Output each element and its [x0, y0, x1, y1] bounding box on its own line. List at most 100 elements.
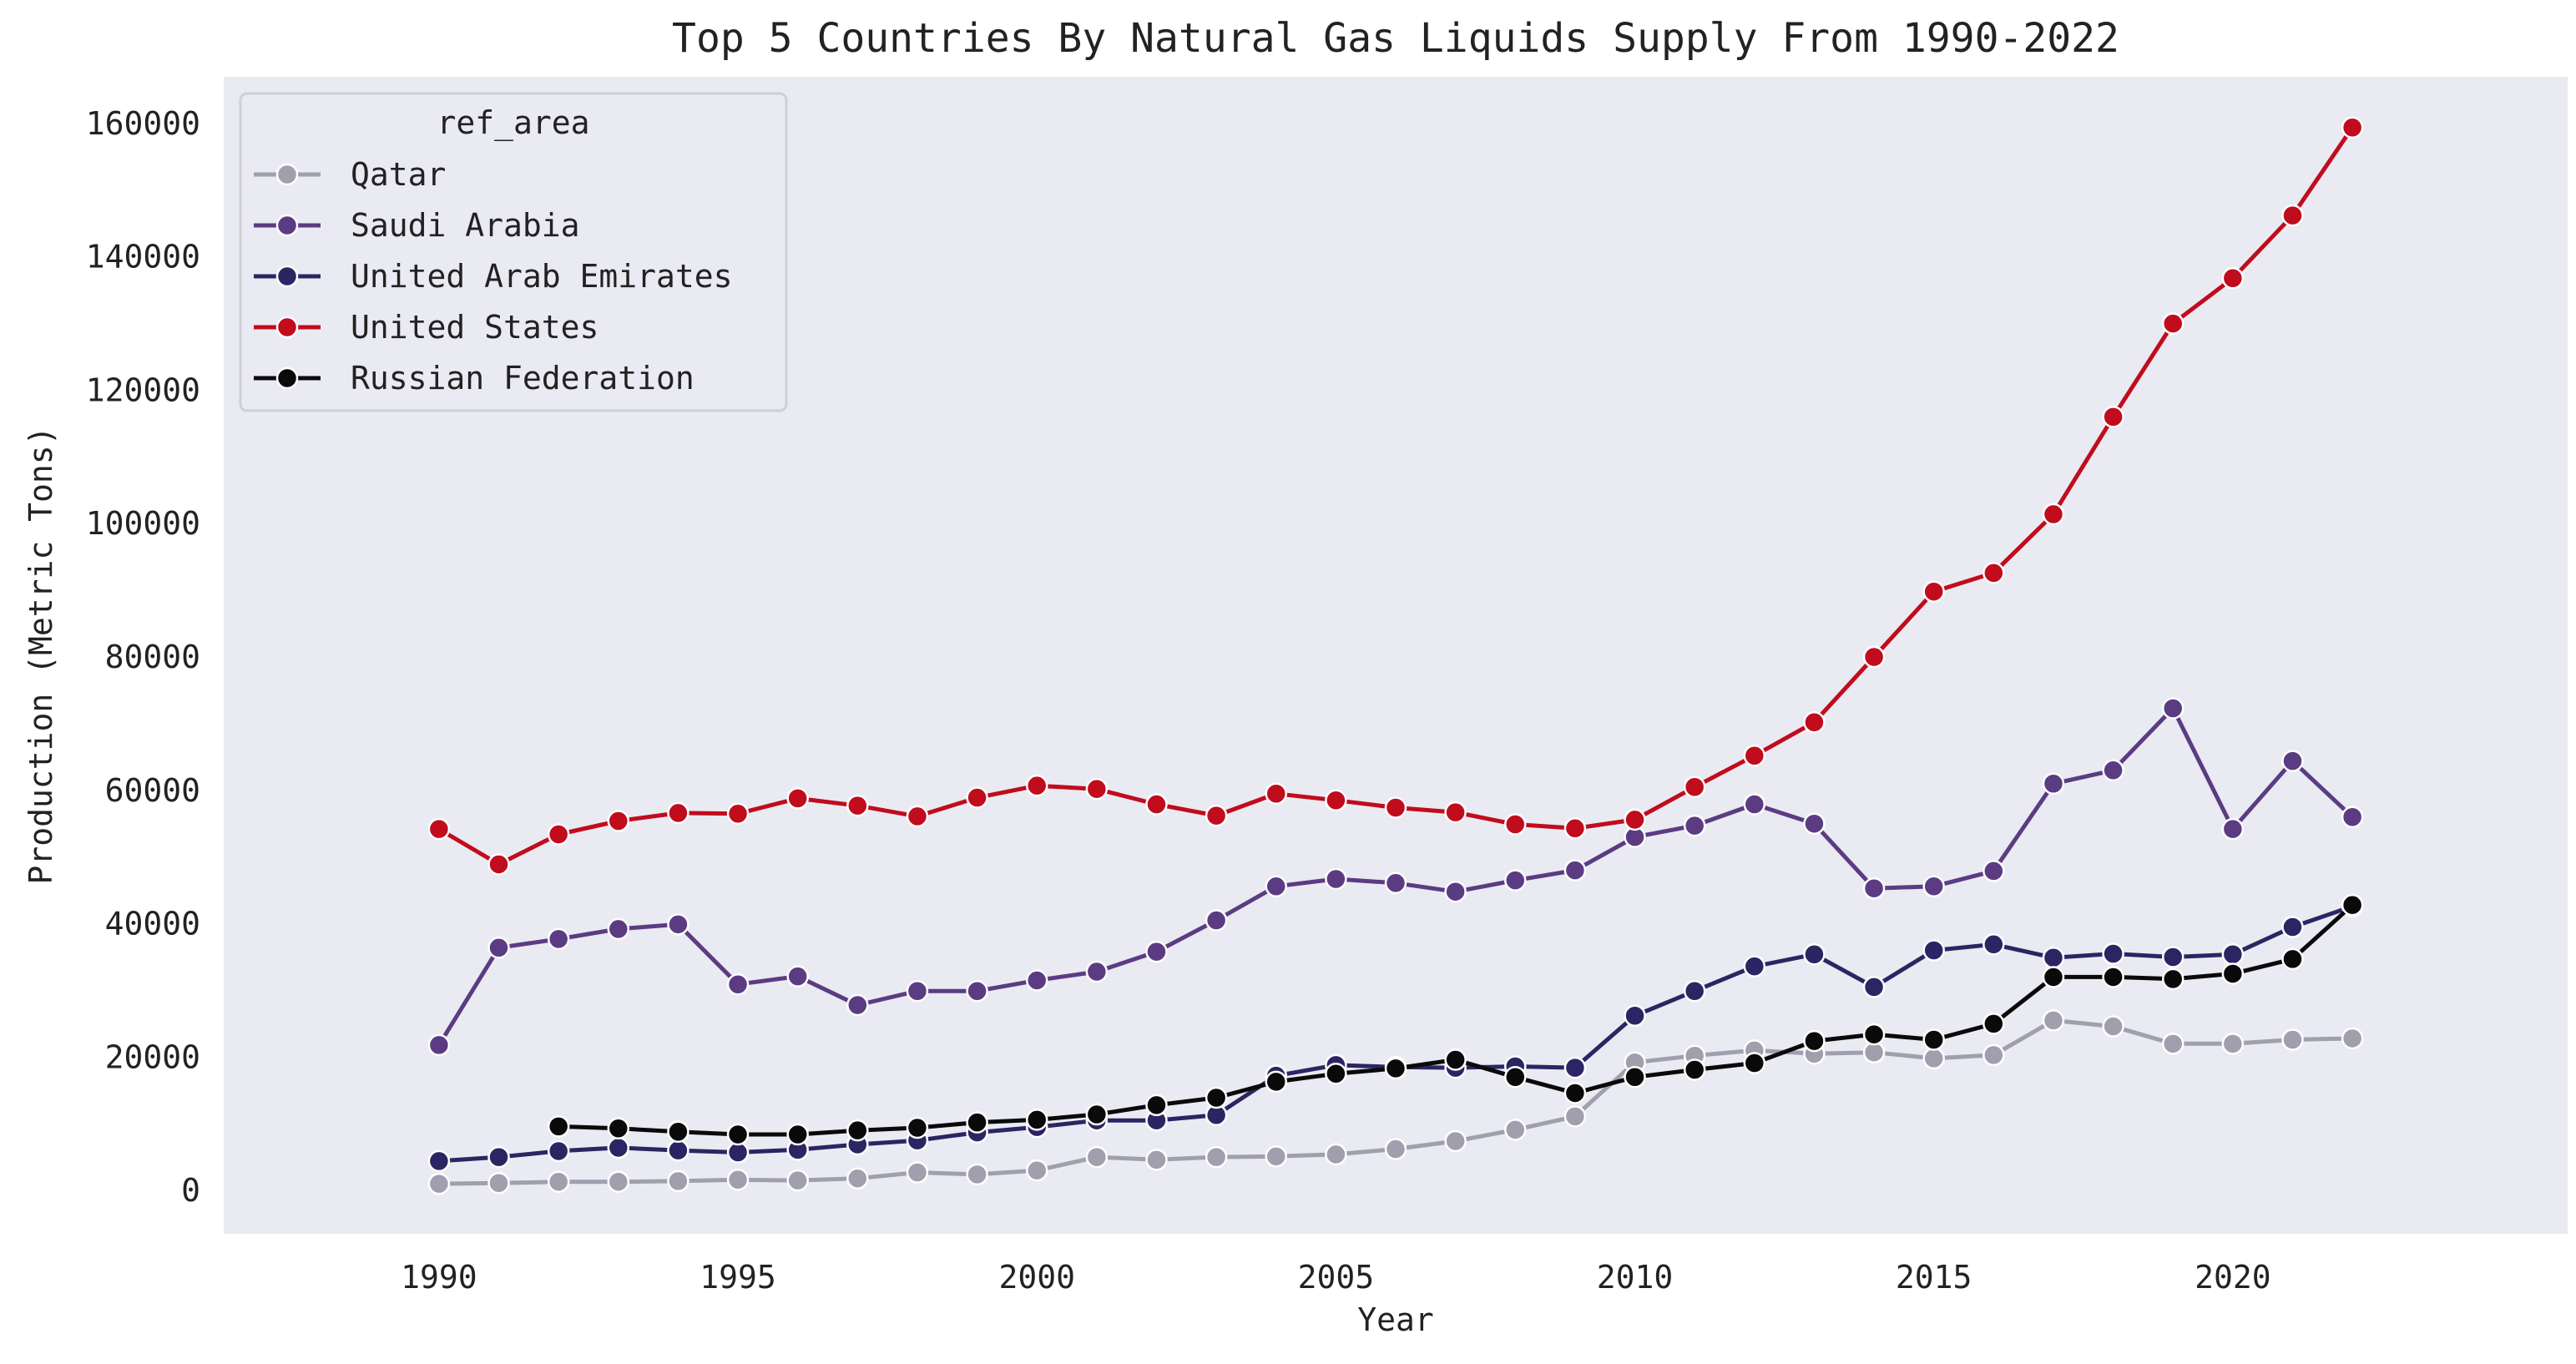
data-point [1563, 1056, 1587, 1079]
data-point [2102, 1015, 2124, 1038]
data-point [2281, 947, 2304, 971]
y-tick-label: 0 [181, 1172, 200, 1209]
x-tick-label: 1995 [700, 1259, 776, 1296]
data-point [2281, 916, 2304, 938]
data-point [726, 1169, 750, 1191]
data-point [1205, 1145, 1228, 1169]
data-point [2042, 966, 2065, 988]
data-point [1803, 711, 1826, 734]
data-point [1025, 774, 1048, 797]
data-point [2161, 967, 2185, 991]
data-point [2341, 806, 2364, 828]
data-point [846, 1167, 869, 1190]
data-point [1325, 867, 1347, 891]
data-point [1983, 860, 2005, 882]
data-point [1384, 1057, 1407, 1080]
y-tick-label: 160000 [86, 105, 200, 142]
series-layer [427, 116, 2364, 1195]
legend-entry-saudi-arabia: Saudi Arabia [254, 207, 580, 244]
data-point [1743, 793, 1766, 816]
legend-entry-qatar: Qatar [254, 156, 446, 193]
data-point [1922, 939, 1945, 962]
data-point [1504, 869, 1527, 892]
data-point [1743, 744, 1766, 767]
data-point [786, 787, 809, 810]
data-point [2341, 893, 2364, 917]
x-axis-label: Year [1357, 1301, 1434, 1338]
chart-title: Top 5 Countries By Natural Gas Liquids S… [672, 15, 2119, 62]
data-point [547, 927, 570, 951]
data-point [547, 823, 570, 846]
legend-marker [275, 214, 299, 237]
data-point [547, 1170, 570, 1193]
data-point [966, 979, 988, 1003]
data-point [1444, 1048, 1467, 1071]
data-point [607, 1136, 630, 1159]
data-point [1384, 1138, 1407, 1160]
x-tick-label: 2005 [1298, 1259, 1375, 1296]
data-point [1085, 1103, 1109, 1126]
data-point [547, 1139, 570, 1163]
data-point [1205, 804, 1228, 827]
data-point [487, 853, 510, 876]
data-point [607, 917, 630, 941]
data-point [1743, 1052, 1766, 1074]
data-point [1205, 1086, 1228, 1109]
data-point [1444, 1129, 1467, 1153]
data-point [1205, 909, 1228, 932]
data-point [1563, 1105, 1587, 1128]
data-point [1265, 1070, 1287, 1094]
data-point [1743, 955, 1766, 978]
data-point [1624, 808, 1646, 831]
data-point [846, 1119, 869, 1142]
data-point [1025, 1159, 1048, 1182]
data-point [1325, 1143, 1347, 1166]
data-point [1983, 933, 2005, 956]
data-point [2161, 312, 2185, 335]
y-tick-label: 20000 [105, 1038, 200, 1075]
data-point [1145, 1149, 1168, 1171]
series-qatar [427, 1009, 2364, 1195]
data-point [966, 786, 988, 809]
data-point [1922, 1028, 1945, 1051]
data-point [1504, 1119, 1527, 1141]
data-point [427, 1033, 451, 1057]
data-point [667, 1139, 689, 1162]
data-point [1862, 876, 1886, 900]
x-tick-label: 2000 [998, 1259, 1075, 1296]
data-point [966, 1163, 988, 1186]
data-point [1444, 801, 1467, 824]
legend-label: United States [351, 309, 599, 346]
data-point [1504, 813, 1527, 836]
data-point [1025, 969, 1048, 992]
data-point [1624, 1066, 1646, 1089]
data-point [1145, 940, 1168, 963]
data-point [1983, 1013, 2005, 1035]
data-point [2281, 1028, 2304, 1051]
data-point [1325, 1063, 1347, 1085]
data-point [487, 1172, 510, 1195]
data-point [2102, 942, 2124, 965]
data-point [547, 1115, 570, 1138]
data-point [2221, 267, 2245, 290]
data-point [846, 794, 869, 817]
data-point [966, 1111, 988, 1134]
legend-marker [275, 366, 299, 390]
data-point [1683, 814, 1706, 837]
x-tick-label: 2020 [2195, 1259, 2271, 1296]
data-point [906, 805, 929, 828]
data-point [1922, 1047, 1945, 1070]
data-point [2102, 759, 2124, 782]
legend-marker [275, 265, 299, 288]
data-point [1563, 1082, 1587, 1104]
data-point [1504, 1066, 1527, 1089]
data-point [846, 993, 869, 1017]
data-point [726, 972, 750, 996]
data-point [2161, 1033, 2185, 1055]
data-point [607, 1117, 630, 1140]
legend: ref_area Qatar Saudi Arabia United Arab Em… [239, 92, 788, 412]
data-point [1444, 880, 1467, 903]
data-point [1862, 645, 1886, 669]
legend-label: Qatar [351, 156, 446, 193]
